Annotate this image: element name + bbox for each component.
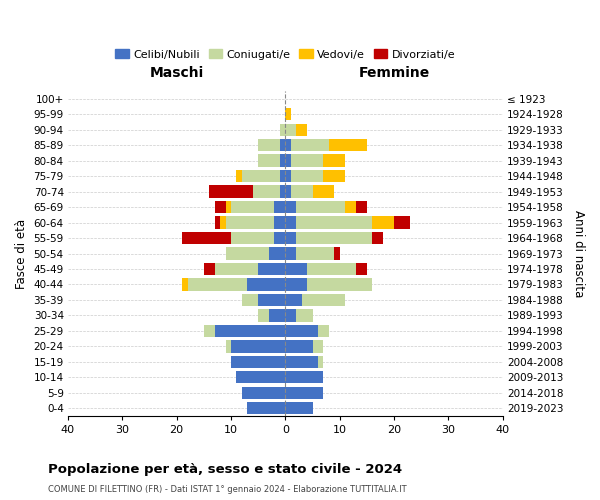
Bar xyxy=(286,186,291,198)
Text: Femmine: Femmine xyxy=(358,66,430,80)
Bar xyxy=(274,201,286,213)
Bar xyxy=(373,216,394,229)
Bar xyxy=(286,232,296,244)
Bar xyxy=(215,216,220,229)
Bar xyxy=(258,294,286,306)
Bar xyxy=(231,232,274,244)
Text: Popolazione per età, sesso e stato civile - 2024: Popolazione per età, sesso e stato civil… xyxy=(48,462,402,475)
Bar xyxy=(356,263,367,275)
Bar xyxy=(286,402,313,414)
Bar xyxy=(182,232,231,244)
Bar xyxy=(258,263,286,275)
Bar xyxy=(220,216,226,229)
Bar xyxy=(394,216,410,229)
Bar xyxy=(286,356,318,368)
Bar xyxy=(307,263,356,275)
Bar xyxy=(258,154,280,167)
Bar xyxy=(323,154,345,167)
Bar xyxy=(286,170,291,182)
Bar xyxy=(286,201,296,213)
Bar xyxy=(286,263,307,275)
Bar xyxy=(286,278,307,290)
Bar xyxy=(231,340,286,352)
Bar xyxy=(209,186,253,198)
Bar xyxy=(296,309,313,322)
Bar xyxy=(253,186,280,198)
Bar xyxy=(242,170,280,182)
Bar xyxy=(280,186,286,198)
Bar xyxy=(296,124,307,136)
Bar xyxy=(226,248,269,260)
Bar xyxy=(286,294,302,306)
Bar xyxy=(313,186,334,198)
Bar xyxy=(258,309,269,322)
Bar xyxy=(291,154,323,167)
Bar xyxy=(296,216,373,229)
Bar xyxy=(274,232,286,244)
Bar xyxy=(286,340,313,352)
Bar xyxy=(286,309,296,322)
Bar xyxy=(291,139,329,151)
Bar xyxy=(334,248,340,260)
Bar xyxy=(215,324,286,337)
Bar xyxy=(247,402,286,414)
Bar xyxy=(296,232,373,244)
Bar xyxy=(373,232,383,244)
Bar xyxy=(231,356,286,368)
Bar xyxy=(302,294,345,306)
Bar xyxy=(231,201,274,213)
Bar xyxy=(236,371,286,384)
Bar xyxy=(280,139,286,151)
Bar xyxy=(204,324,215,337)
Bar xyxy=(188,278,247,290)
Bar xyxy=(286,371,323,384)
Bar xyxy=(215,263,258,275)
Bar xyxy=(307,278,373,290)
Bar xyxy=(269,248,286,260)
Bar xyxy=(291,170,323,182)
Legend: Celibi/Nubili, Coniugati/e, Vedovi/e, Divorziati/e: Celibi/Nubili, Coniugati/e, Vedovi/e, Di… xyxy=(111,44,460,64)
Bar xyxy=(236,170,242,182)
Bar xyxy=(280,124,286,136)
Bar xyxy=(296,248,334,260)
Bar xyxy=(286,154,291,167)
Y-axis label: Anni di nascita: Anni di nascita xyxy=(572,210,585,297)
Text: Maschi: Maschi xyxy=(149,66,204,80)
Bar xyxy=(247,278,286,290)
Bar xyxy=(286,124,296,136)
Bar xyxy=(226,340,231,352)
Bar xyxy=(286,139,291,151)
Bar xyxy=(291,186,313,198)
Bar xyxy=(280,170,286,182)
Bar xyxy=(356,201,367,213)
Y-axis label: Fasce di età: Fasce di età xyxy=(15,218,28,288)
Bar xyxy=(286,108,291,120)
Bar xyxy=(318,356,323,368)
Bar xyxy=(258,139,280,151)
Bar xyxy=(286,324,318,337)
Bar xyxy=(204,263,215,275)
Bar xyxy=(329,139,367,151)
Bar xyxy=(226,216,274,229)
Bar xyxy=(286,248,296,260)
Bar xyxy=(286,216,296,229)
Bar xyxy=(182,278,188,290)
Bar xyxy=(269,309,286,322)
Bar xyxy=(313,340,323,352)
Bar xyxy=(242,294,258,306)
Bar xyxy=(323,170,345,182)
Bar xyxy=(226,201,231,213)
Bar xyxy=(296,201,345,213)
Bar xyxy=(215,201,226,213)
Bar xyxy=(286,386,323,399)
Bar xyxy=(280,154,286,167)
Bar xyxy=(345,201,356,213)
Bar xyxy=(274,216,286,229)
Bar xyxy=(318,324,329,337)
Bar xyxy=(242,386,286,399)
Text: COMUNE DI FILETTINO (FR) - Dati ISTAT 1° gennaio 2024 - Elaborazione TUTTITALIA.: COMUNE DI FILETTINO (FR) - Dati ISTAT 1°… xyxy=(48,485,407,494)
